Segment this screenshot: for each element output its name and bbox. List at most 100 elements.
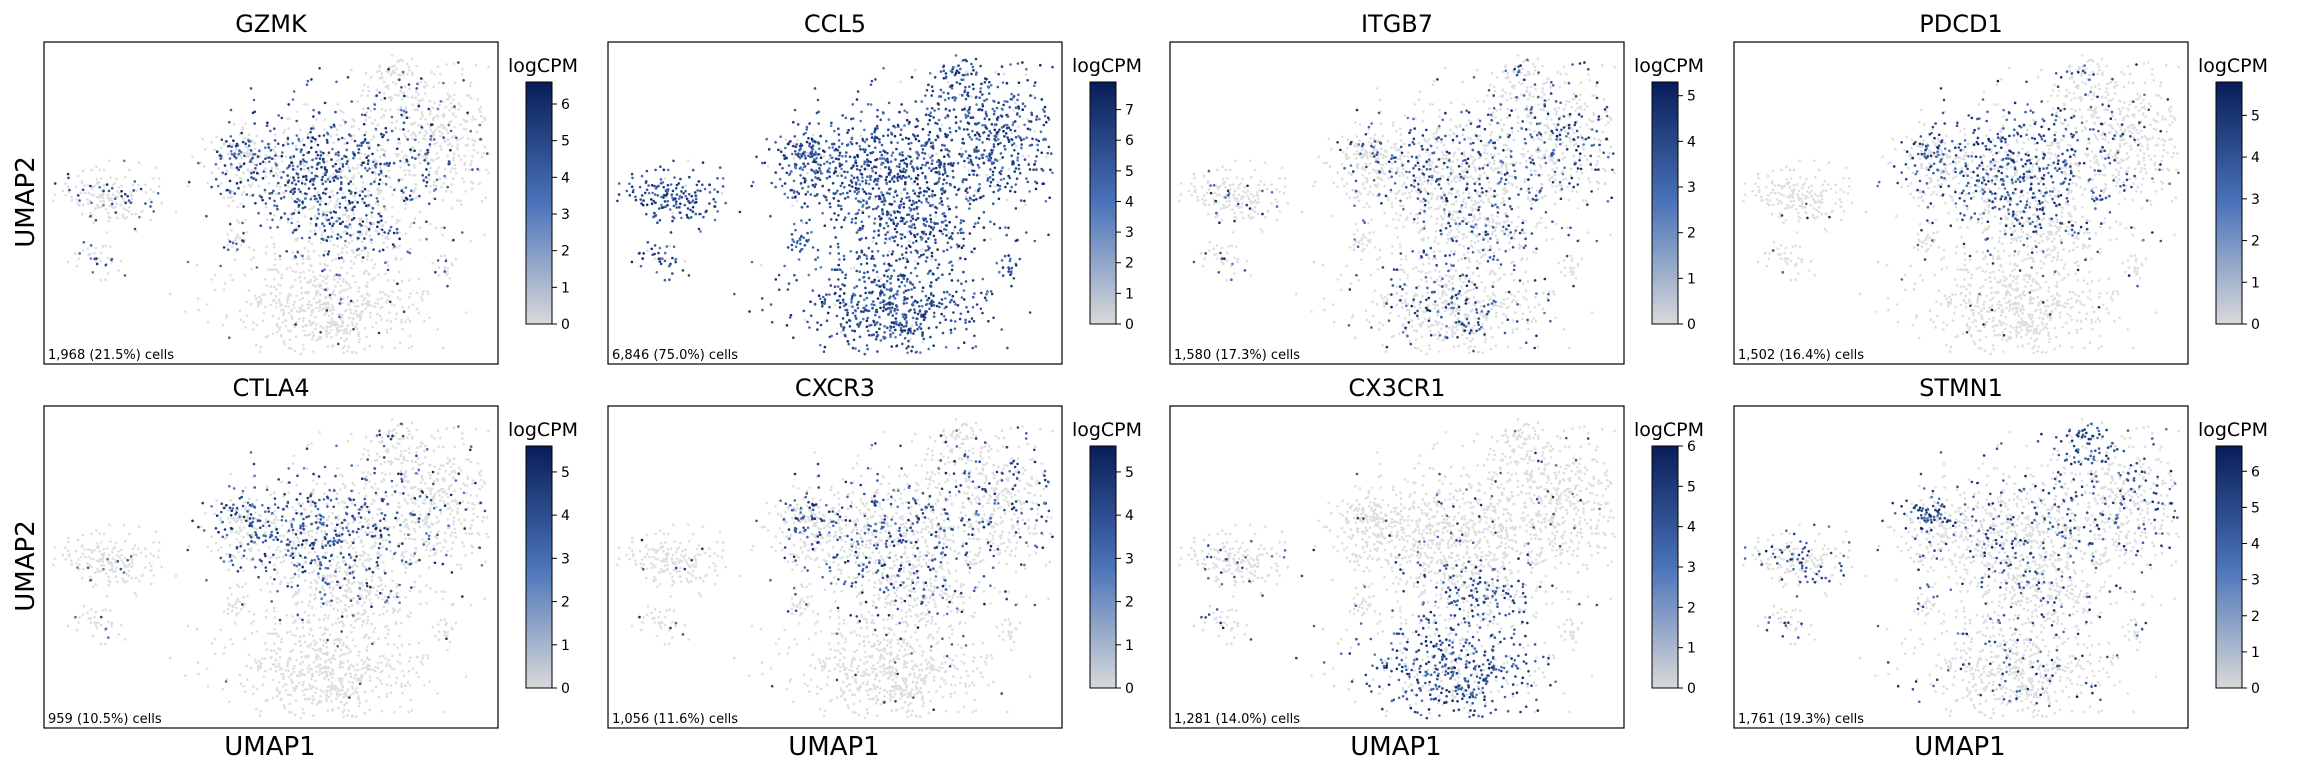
cell-point	[230, 196, 233, 199]
cell-point	[909, 148, 912, 151]
cell-point	[890, 275, 893, 278]
cell-point	[82, 189, 85, 192]
cell-point	[362, 107, 365, 110]
cell-point	[367, 190, 370, 193]
cell-point	[947, 81, 950, 84]
cell-point	[721, 192, 724, 195]
cell-point	[281, 155, 284, 158]
cell-point	[951, 96, 954, 99]
cell-point	[895, 225, 898, 228]
cell-point	[417, 109, 420, 112]
cell-point	[376, 226, 379, 229]
cell-point	[437, 166, 440, 169]
cell-point	[874, 314, 877, 317]
cell-point	[365, 214, 368, 217]
cell-point	[846, 309, 849, 312]
cell-point	[670, 183, 673, 186]
cell-point	[814, 186, 817, 189]
cell-point	[184, 310, 187, 313]
cell-point	[810, 151, 813, 154]
cell-point	[416, 307, 419, 310]
cell-point	[951, 279, 954, 282]
cell-point	[372, 248, 375, 251]
cell-point	[397, 109, 400, 112]
cell-point	[248, 144, 251, 147]
cell-point	[452, 112, 455, 115]
cell-point	[672, 190, 675, 193]
cell-point	[871, 133, 874, 136]
cell-point	[851, 305, 854, 308]
cell-point	[365, 204, 368, 207]
cell-point	[865, 200, 868, 203]
cell-point	[965, 328, 968, 331]
cell-point	[152, 177, 155, 180]
cell-point	[925, 200, 928, 203]
cell-point	[250, 87, 253, 90]
cell-point	[111, 203, 114, 206]
cell-point	[448, 109, 451, 112]
cell-point	[923, 157, 926, 160]
cell-point	[824, 224, 827, 227]
cell-point	[264, 157, 267, 160]
cell-point	[1027, 128, 1030, 131]
cell-point	[322, 288, 325, 291]
cell-point	[272, 175, 275, 178]
cell-point	[793, 192, 796, 195]
cell-point	[996, 159, 999, 162]
cell-point	[469, 85, 472, 88]
cell-point	[868, 145, 871, 148]
cell-point	[901, 198, 904, 201]
cell-point	[961, 109, 964, 112]
cell-point	[647, 184, 650, 187]
cell-point	[812, 144, 815, 147]
cell-point	[893, 180, 896, 183]
cell-point	[931, 159, 934, 162]
cell-point	[838, 139, 841, 142]
cell-point	[843, 326, 846, 329]
cell-point	[324, 193, 327, 196]
cell-point	[278, 329, 281, 332]
cell-point	[844, 277, 847, 280]
cell-point	[670, 231, 673, 234]
cell-point	[906, 278, 909, 281]
cell-point	[409, 320, 412, 323]
cell-point	[930, 169, 933, 172]
cell-point	[917, 174, 920, 177]
cell-point	[370, 238, 373, 241]
cell-point	[364, 225, 367, 228]
cell-point	[920, 254, 923, 257]
cell-point	[911, 223, 914, 226]
cell-point	[849, 250, 852, 253]
cell-point	[814, 87, 817, 90]
cell-point	[969, 232, 972, 235]
cell-point	[895, 312, 898, 315]
cell-point	[1004, 148, 1007, 151]
cell-point	[105, 208, 108, 211]
cell-point	[348, 332, 351, 335]
cell-point	[989, 168, 992, 171]
cell-point	[361, 190, 364, 193]
cell-point	[272, 268, 275, 271]
cell-point	[345, 246, 348, 249]
cell-point	[270, 167, 273, 170]
cell-point	[1009, 63, 1012, 66]
cell-point	[1001, 259, 1004, 262]
cell-point	[429, 110, 432, 113]
cell-point	[1013, 277, 1016, 280]
cell-point	[107, 197, 110, 200]
cell-point	[1003, 135, 1006, 138]
cell-point	[433, 189, 436, 192]
cell-point	[886, 192, 889, 195]
cell-point	[249, 160, 252, 163]
cell-point	[845, 274, 848, 277]
cell-point	[377, 204, 380, 207]
cell-point	[336, 192, 339, 195]
cell-point	[436, 152, 439, 155]
cell-point	[876, 115, 879, 118]
cell-point	[397, 296, 400, 299]
cell-point	[935, 139, 938, 142]
cell-point	[96, 178, 99, 181]
cell-point	[384, 150, 387, 153]
cell-point	[837, 278, 840, 281]
cell-point	[150, 219, 153, 222]
